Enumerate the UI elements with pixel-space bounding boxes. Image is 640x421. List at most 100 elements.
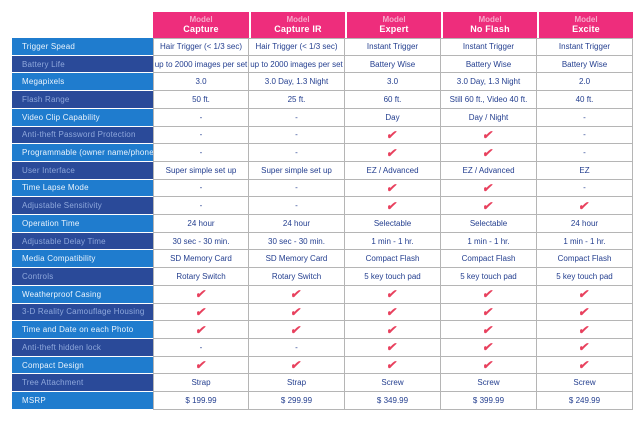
value-cell-excite-anti-theft-hidden-lock: ✔ [537, 338, 633, 357]
check-icon: ✔ [385, 304, 400, 319]
value-cell-capture-ir-3-d-reality-camouflage-housing: ✔ [249, 303, 345, 322]
column-header-expert: Model Expert [345, 12, 441, 38]
value-cell-expert-battery-life: Battery Wise [345, 55, 441, 74]
feature-label-trigger-spead: Trigger Spead [12, 38, 153, 56]
check-icon: ✔ [385, 198, 400, 213]
check-icon: ✔ [577, 287, 592, 302]
value-cell-no-flash-adjustable-delay-time: 1 min - 1 hr. [441, 232, 537, 251]
value-cell-capture-ir-video-clip-capability: - [249, 108, 345, 127]
value-cell-excite-adjustable-delay-time: 1 min - 1 hr. [537, 232, 633, 251]
value-cell-capture-ir-adjustable-sensitivity: - [249, 197, 345, 216]
value-cell-expert-adjustable-delay-time: 1 min - 1 hr. [345, 232, 441, 251]
value-cell-expert-programmable-owner-name-phone: ✔ [345, 144, 441, 162]
check-icon: ✔ [385, 127, 400, 142]
check-icon: ✔ [577, 340, 592, 355]
value-cell-capture-megapixels: 3.0 [153, 73, 249, 92]
value-cell-excite-3-d-reality-camouflage-housing: ✔ [537, 303, 633, 322]
value-cell-expert-video-clip-capability: Day [345, 108, 441, 127]
value-cell-capture-ir-battery-life: up to 2000 images per set [249, 55, 345, 74]
value-cell-excite-trigger-spead: Instant Trigger [537, 38, 633, 56]
column-header-prefix: Model [189, 15, 213, 25]
value-cell-no-flash-megapixels: 3.0 Day, 1.3 Night [441, 73, 537, 92]
value-cell-capture-anti-theft-hidden-lock: - [153, 338, 249, 357]
value-cell-capture-ir-programmable-owner-name-phone: - [249, 144, 345, 162]
value-cell-capture-tree-attachment: Strap [153, 374, 249, 393]
value-cell-capture-ir-controls: Rotary Switch [249, 268, 345, 286]
value-cell-excite-flash-range: 40 ft. [537, 91, 633, 109]
check-icon: ✔ [481, 304, 496, 319]
value-cell-no-flash-time-lapse-mode: ✔ [441, 179, 537, 198]
value-cell-excite-time-and-date-on-each-photo: ✔ [537, 321, 633, 339]
value-cell-excite-megapixels: 2.0 [537, 73, 633, 92]
value-cell-expert-time-and-date-on-each-photo: ✔ [345, 321, 441, 339]
feature-label-3-d-reality-camouflage-housing: 3-D Reality Camouflage Housing [12, 303, 153, 322]
value-cell-capture-ir-trigger-spead: Hair Trigger (< 1/3 sec) [249, 38, 345, 56]
check-icon: ✔ [194, 358, 208, 372]
check-icon: ✔ [577, 322, 592, 337]
check-icon: ✔ [385, 180, 400, 195]
value-cell-capture-ir-time-lapse-mode: - [249, 179, 345, 198]
feature-label-media-compatibility: Media Compatibility [12, 250, 153, 269]
value-cell-capture-controls: Rotary Switch [153, 268, 249, 286]
value-cell-expert-time-lapse-mode: ✔ [345, 179, 441, 198]
column-header-prefix: Model [382, 15, 406, 25]
value-cell-capture-trigger-spead: Hair Trigger (< 1/3 sec) [153, 38, 249, 56]
check-icon: ✔ [577, 358, 592, 372]
column-header-prefix: Model [478, 15, 502, 25]
value-cell-capture-msrp: $ 199.99 [153, 392, 249, 410]
column-header-excite: Model Excite [537, 12, 633, 38]
value-cell-no-flash-msrp: $ 399.99 [441, 392, 537, 410]
value-cell-excite-battery-life: Battery Wise [537, 55, 633, 74]
value-cell-capture-ir-anti-theft-password-protection: - [249, 126, 345, 145]
value-cell-capture-ir-compact-design: ✔ [249, 356, 345, 375]
check-icon: ✔ [385, 287, 400, 302]
value-cell-expert-compact-design: ✔ [345, 356, 441, 375]
value-cell-excite-controls: 5 key touch pad [537, 268, 633, 286]
value-cell-expert-media-compatibility: Compact Flash [345, 250, 441, 269]
value-cell-expert-trigger-spead: Instant Trigger [345, 38, 441, 56]
check-icon: ✔ [481, 287, 496, 302]
value-cell-capture-ir-msrp: $ 299.99 [249, 392, 345, 410]
column-header-name: Excite [572, 24, 600, 35]
value-cell-expert-anti-theft-hidden-lock: ✔ [345, 338, 441, 357]
value-cell-excite-compact-design: ✔ [537, 356, 633, 375]
value-cell-expert-anti-theft-password-protection: ✔ [345, 126, 441, 145]
check-icon: ✔ [481, 340, 496, 355]
value-cell-expert-3-d-reality-camouflage-housing: ✔ [345, 303, 441, 322]
column-header-name: Capture [183, 24, 219, 35]
check-icon: ✔ [481, 322, 496, 337]
column-header-prefix: Model [286, 15, 310, 25]
check-icon: ✔ [385, 322, 400, 337]
value-cell-no-flash-compact-design: ✔ [441, 356, 537, 375]
value-cell-no-flash-operation-time: Selectable [441, 215, 537, 233]
value-cell-expert-megapixels: 3.0 [345, 73, 441, 92]
check-icon: ✔ [385, 358, 400, 372]
value-cell-capture-ir-time-and-date-on-each-photo: ✔ [249, 321, 345, 339]
value-cell-capture-operation-time: 24 hour [153, 215, 249, 233]
value-cell-capture-anti-theft-password-protection: - [153, 126, 249, 145]
value-cell-excite-time-lapse-mode: - [537, 179, 633, 198]
check-icon: ✔ [385, 340, 400, 355]
value-cell-capture-ir-anti-theft-hidden-lock: - [249, 338, 345, 357]
value-cell-excite-media-compatibility: Compact Flash [537, 250, 633, 269]
value-cell-capture-ir-operation-time: 24 hour [249, 215, 345, 233]
value-cell-expert-weatherproof-casing: ✔ [345, 285, 441, 304]
value-cell-no-flash-battery-life: Battery Wise [441, 55, 537, 74]
check-icon: ✔ [385, 145, 400, 160]
value-cell-capture-user-interface: Super simple set up [153, 161, 249, 180]
value-cell-no-flash-anti-theft-password-protection: ✔ [441, 126, 537, 145]
value-cell-capture-programmable-owner-name-phone: - [153, 144, 249, 162]
column-header-name: Capture IR [274, 24, 322, 35]
feature-label-operation-time: Operation Time [12, 215, 153, 233]
value-cell-expert-controls: 5 key touch pad [345, 268, 441, 286]
value-cell-no-flash-flash-range: Still 60 ft., Video 40 ft. [441, 91, 537, 109]
check-icon: ✔ [194, 322, 208, 337]
check-icon: ✔ [194, 287, 208, 302]
column-header-no-flash: Model No Flash [441, 12, 537, 38]
value-cell-capture-ir-adjustable-delay-time: 30 sec - 30 min. [249, 232, 345, 251]
feature-label-time-and-date-on-each-photo: Time and Date on each Photo [12, 321, 153, 339]
feature-label-time-lapse-mode: Time Lapse Mode [12, 179, 153, 198]
check-icon: ✔ [481, 198, 496, 213]
value-cell-expert-flash-range: 60 ft. [345, 91, 441, 109]
feature-label-weatherproof-casing: Weatherproof Casing [12, 285, 153, 304]
